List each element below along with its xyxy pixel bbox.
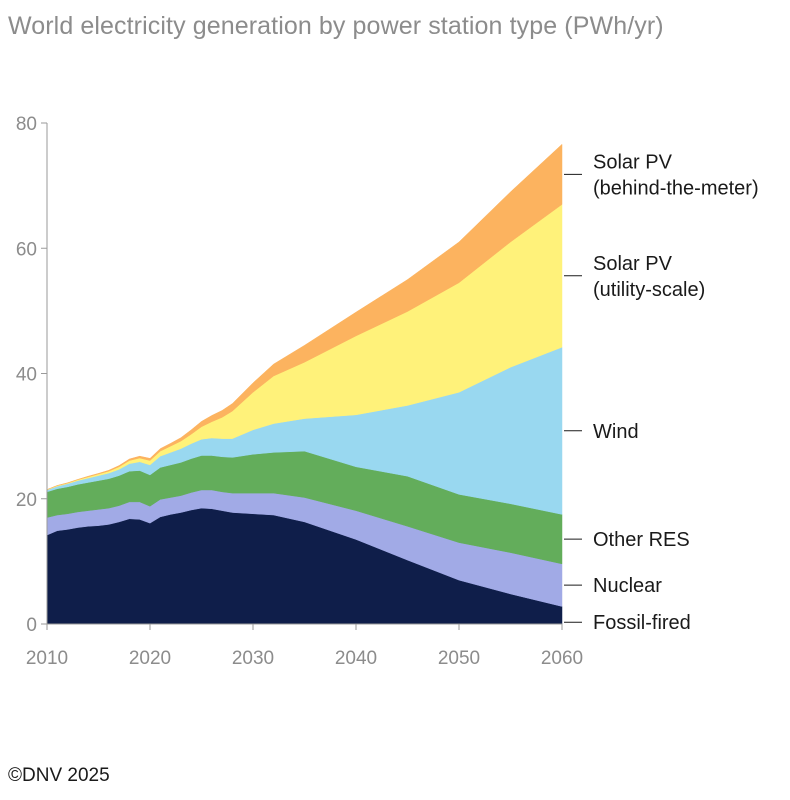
series-label-solar-pv-behind-the-meter: Solar PV — [593, 151, 673, 173]
series-label-solar-pv-utility-scale: Solar PV — [593, 253, 673, 275]
x-tick-label: 2030 — [232, 648, 274, 669]
series-label-solar-pv-behind-the-meter: (behind-the-meter) — [593, 177, 759, 199]
y-tick-label: 0 — [26, 615, 37, 636]
x-tick-label: 2020 — [129, 648, 171, 669]
x-tick-label: 2040 — [335, 648, 377, 669]
area-series-group — [46, 143, 563, 625]
y-tick-label: 40 — [16, 365, 37, 386]
y-tick-label: 80 — [16, 114, 37, 135]
copyright-credit: ©DNV 2025 — [8, 765, 110, 786]
y-tick-label: 60 — [16, 239, 37, 260]
series-label-fossil-fired: Fossil-fired — [593, 612, 691, 634]
chart-title: World electricity generation by power st… — [8, 12, 664, 40]
x-tick-label: 2050 — [438, 648, 480, 669]
series-label-nuclear: Nuclear — [593, 575, 662, 597]
area-solar-pv-behind-the-meter — [46, 143, 563, 491]
series-label-wind: Wind — [593, 421, 639, 443]
series-label-other-res: Other RES — [593, 529, 690, 551]
y-tick-label: 20 — [16, 490, 37, 511]
series-labels-group: Fossil-fired Nuclear Other RES Wind Solar PV… — [564, 151, 759, 634]
x-tick-label: 2060 — [541, 648, 583, 669]
series-label-solar-pv-utility-scale: (utility-scale) — [593, 279, 705, 301]
x-tick-label: 2010 — [26, 648, 68, 669]
